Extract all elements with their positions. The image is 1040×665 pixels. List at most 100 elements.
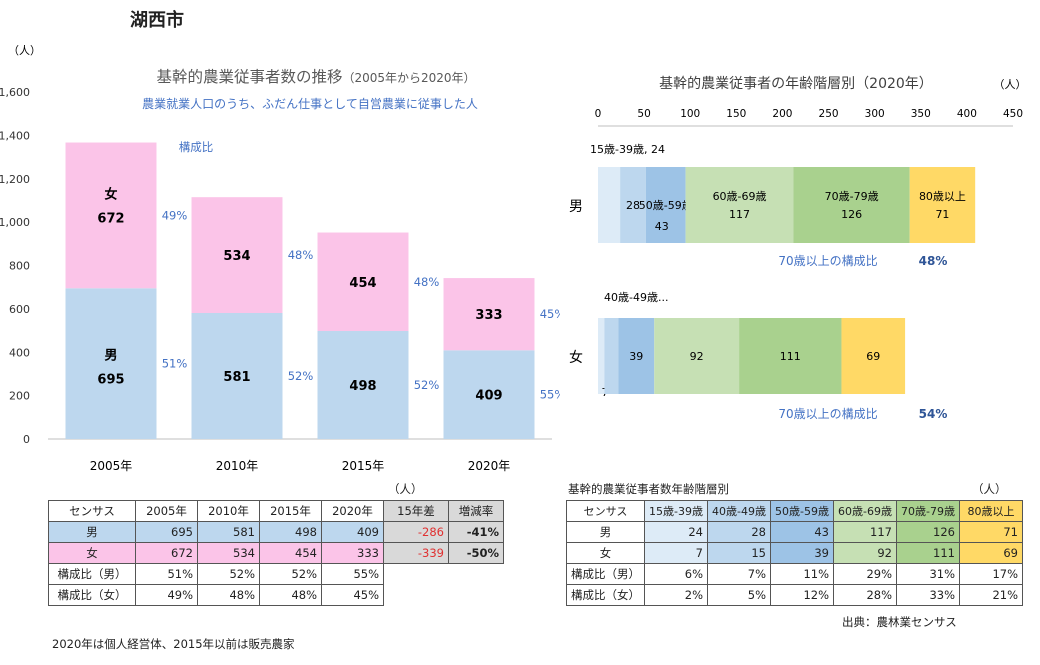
x-tick-label: 2020年 (468, 459, 511, 473)
table-cell: 69 (959, 542, 1023, 564)
table2-title: 基幹的農業従事者数年齢階層別 (568, 482, 729, 496)
bar-segment (618, 318, 655, 394)
age-group-chart: 基幹的農業従事者の年齢階層別（2020年） （人） 0 50 100 150 200 250 3… (569, 75, 1027, 421)
category-label: 60歳-69歳 (713, 190, 767, 203)
source-note: 出典：農林業センサス (842, 615, 957, 629)
table-cell: 111 (896, 542, 960, 564)
table-cell: 31% (896, 563, 960, 585)
x-tick-label: 50 (637, 108, 650, 120)
data-label: 43 (655, 220, 669, 233)
x-unit-label: （人） (994, 78, 1027, 91)
table-row: 構成比（女） 49% 48% 48% 45% (48, 584, 504, 606)
table-cell: 構成比（男） (566, 563, 645, 585)
table-cell: 498 (259, 521, 322, 543)
table-cell: 28 (707, 521, 771, 543)
x-tick-label: 450 (1003, 108, 1023, 120)
table-cell: 48% (259, 584, 322, 606)
y-tick-label: 1,200 (0, 173, 30, 186)
data-label-female: 534 (223, 249, 250, 264)
table-cell: 43 (770, 521, 834, 543)
bar-female (65, 142, 157, 289)
share-label-male: 51% (162, 357, 188, 371)
bar-segment (598, 318, 605, 394)
row-label: 女 (569, 349, 583, 366)
callout-label: 15歳-39歳, 24 (590, 143, 665, 156)
table-row: 女 7 15 39 92 111 69 (566, 542, 1023, 564)
data-label: 92 (690, 350, 704, 363)
table-cell: 695 (135, 521, 198, 543)
table-header-cell: 15年差 (383, 500, 449, 522)
table-cell: 構成比（女） (48, 584, 136, 606)
table-cell: 構成比（男） (48, 563, 136, 585)
table-cell: 女 (566, 542, 645, 564)
x-tick-label: 0 (595, 108, 602, 120)
table-header-cell: 50歳-59歳 (770, 500, 834, 522)
table-cell: 333 (321, 542, 384, 564)
x-tick-label: 300 (865, 108, 885, 120)
table-cell: -41% (448, 521, 504, 543)
census-table: センサス 2005年 2010年 2015年 2020年 15年差 増減率男 695 581 49… (48, 500, 504, 606)
table-cell: 7% (707, 563, 771, 585)
empty-cell (384, 564, 504, 585)
table-header-cell: 70歳-79歳 (896, 500, 960, 522)
table-cell: 21% (959, 584, 1023, 606)
data-label: 111 (780, 350, 801, 363)
table-cell: 581 (197, 521, 260, 543)
table-cell: 28% (833, 584, 897, 606)
share-label-female: 45% (540, 307, 560, 321)
ratio-label: 構成比 (179, 140, 214, 154)
table-row: 女 672 534 454 333 -339 -50% (48, 542, 504, 564)
y-tick-label: 1,000 (0, 216, 30, 229)
table-cell: 構成比（女） (566, 584, 645, 606)
table-cell: 39 (770, 542, 834, 564)
category-label: 70歳-79歳 (825, 190, 879, 203)
data-label: 39 (629, 350, 643, 363)
table-cell: 454 (259, 542, 322, 564)
table-cell: 117 (833, 521, 897, 543)
share-label-female: 48% (288, 248, 314, 262)
table-header-row: センサス 2005年 2010年 2015年 2020年 15年差 増減率 (48, 500, 504, 522)
table-cell: 7 (644, 542, 708, 564)
table-cell: 672 (135, 542, 198, 564)
table-header-cell: センサス (48, 500, 136, 522)
bar-female (317, 232, 409, 331)
y-tick-label: 600 (9, 303, 30, 316)
table-header-cell: 80歳以上 (959, 500, 1023, 522)
city-title: 湖西市 (130, 10, 184, 31)
share-label-male: 52% (414, 378, 440, 392)
share70-label: 70歳以上の構成比 (778, 407, 877, 421)
table-header-cell: 2005年 (135, 500, 198, 522)
share-label-female: 49% (162, 208, 188, 222)
data-label-male: 409 (475, 389, 502, 404)
x-tick-label: 2010年 (216, 459, 259, 473)
y-tick-label: 1,600 (0, 86, 30, 99)
share-label-male: 52% (288, 369, 314, 383)
data-label: 28 (626, 199, 640, 212)
table-cell: -286 (383, 521, 449, 543)
bar-segment (645, 167, 686, 243)
category-label: 80歳以上 (919, 190, 966, 203)
table2-unit: （人） (972, 482, 1007, 496)
table-cell: 2% (644, 584, 708, 606)
y-unit-label: （人） (8, 44, 41, 57)
data-label-male: 498 (349, 379, 376, 394)
table-cell: -339 (383, 542, 449, 564)
table-cell: 24 (644, 521, 708, 543)
x-tick-label: 350 (911, 108, 931, 120)
table-cell: 6% (644, 563, 708, 585)
bar-segment (909, 167, 976, 243)
table-cell: 11% (770, 563, 834, 585)
table-cell: 男 (566, 521, 645, 543)
data-label: 126 (841, 208, 862, 221)
table-header-cell: 2020年 (321, 500, 384, 522)
table-cell: 45% (321, 584, 384, 606)
table-cell: 534 (197, 542, 260, 564)
bar-segment (604, 318, 619, 394)
table-cell: 15 (707, 542, 771, 564)
table-row: 男 695 581 498 409 -286 -41% (48, 521, 504, 543)
share-label-female: 48% (414, 275, 440, 289)
data-label-male: 695 (97, 373, 124, 388)
bar-male (317, 330, 409, 439)
bar-male (191, 312, 283, 439)
table-cell: -50% (448, 542, 504, 564)
